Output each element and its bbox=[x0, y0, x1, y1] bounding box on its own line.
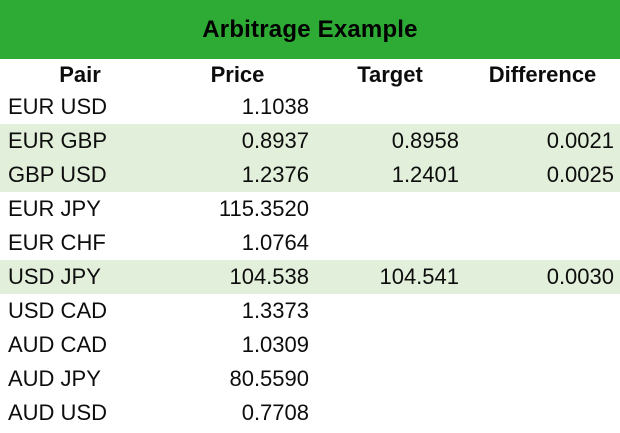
price-cell: 1.0309 bbox=[241, 332, 309, 357]
table-title: Arbitrage Example bbox=[202, 15, 418, 43]
pair-cell: USD CAD bbox=[8, 298, 108, 323]
price-cell: 80.5590 bbox=[229, 366, 309, 391]
price-cell: 1.1038 bbox=[241, 94, 309, 119]
price-cell: 1.0764 bbox=[241, 230, 309, 255]
table-row: EUR JPY 115.3520 bbox=[0, 192, 620, 226]
pair-cell: EUR CHF bbox=[8, 230, 106, 255]
target-cell: 104.541 bbox=[379, 264, 459, 289]
price-cell: 1.3373 bbox=[241, 298, 309, 323]
table-title-bar: Arbitrage Example bbox=[0, 0, 620, 59]
target-cell: 0.8958 bbox=[391, 128, 459, 153]
difference-cell: 0.0030 bbox=[546, 264, 614, 289]
table-row: EUR GBP 0.8937 0.8958 0.0021 bbox=[0, 124, 620, 158]
table-row: AUD CAD 1.0309 bbox=[0, 328, 620, 362]
difference-cell: 0.0021 bbox=[546, 128, 614, 153]
table-body: EUR USD 1.1038 EUR GBP 0.8937 0.8958 0.0… bbox=[0, 90, 620, 430]
table-header-row: Pair Price Target Difference bbox=[0, 59, 620, 90]
table-row: EUR CHF 1.0764 bbox=[0, 226, 620, 260]
pair-cell: AUD USD bbox=[8, 400, 108, 425]
table-row: USD JPY 104.538 104.541 0.0030 bbox=[0, 260, 620, 294]
column-header-difference: Difference bbox=[488, 61, 597, 87]
pair-cell: GBP USD bbox=[8, 162, 107, 187]
table-row: AUD USD 0.7708 bbox=[0, 396, 620, 430]
price-cell: 1.2376 bbox=[241, 162, 309, 187]
pair-cell: AUD CAD bbox=[8, 332, 108, 357]
column-header-price: Price bbox=[210, 61, 265, 87]
target-cell: 1.2401 bbox=[391, 162, 459, 187]
table-row: GBP USD 1.2376 1.2401 0.0025 bbox=[0, 158, 620, 192]
table-row: AUD JPY 80.5590 bbox=[0, 362, 620, 396]
price-cell: 115.3520 bbox=[218, 196, 309, 221]
price-cell: 0.8937 bbox=[241, 128, 309, 153]
pair-cell: AUD JPY bbox=[8, 366, 101, 391]
price-cell: 0.7708 bbox=[241, 400, 309, 425]
price-cell: 104.538 bbox=[229, 264, 309, 289]
column-header-target: Target bbox=[357, 61, 423, 87]
pair-cell: EUR USD bbox=[8, 94, 108, 119]
table-row: EUR USD 1.1038 bbox=[0, 90, 620, 124]
pair-cell: USD JPY bbox=[8, 264, 101, 289]
pair-cell: EUR GBP bbox=[8, 128, 108, 153]
table-row: USD CAD 1.3373 bbox=[0, 294, 620, 328]
pair-cell: EUR JPY bbox=[8, 196, 101, 221]
column-header-pair: Pair bbox=[59, 61, 101, 87]
difference-cell: 0.0025 bbox=[546, 162, 614, 187]
